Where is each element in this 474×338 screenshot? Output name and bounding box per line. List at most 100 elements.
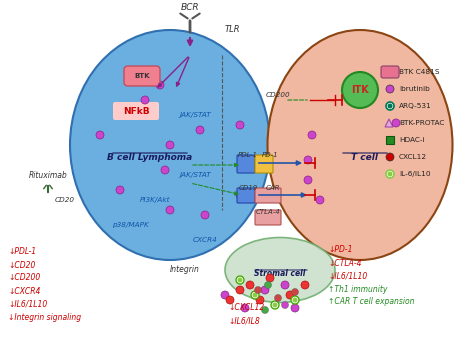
Circle shape	[304, 156, 312, 164]
Circle shape	[237, 277, 243, 283]
Circle shape	[166, 206, 174, 214]
Text: Integrin: Integrin	[170, 266, 200, 274]
FancyBboxPatch shape	[237, 155, 255, 173]
Circle shape	[246, 281, 254, 289]
Text: ↓CXCL12: ↓CXCL12	[228, 304, 264, 313]
Circle shape	[386, 153, 394, 161]
Circle shape	[161, 166, 169, 174]
Text: JAK/STAT: JAK/STAT	[179, 172, 211, 178]
Circle shape	[156, 81, 164, 89]
Circle shape	[236, 191, 244, 199]
FancyBboxPatch shape	[113, 102, 159, 120]
Ellipse shape	[70, 30, 270, 260]
Circle shape	[264, 282, 272, 289]
Circle shape	[255, 287, 262, 293]
Text: CTLA-4: CTLA-4	[255, 209, 281, 215]
Circle shape	[256, 296, 264, 304]
Circle shape	[261, 286, 269, 294]
FancyBboxPatch shape	[124, 66, 160, 86]
Text: Rituximab: Rituximab	[28, 170, 67, 179]
Text: CAR: CAR	[266, 185, 280, 191]
Text: CD200: CD200	[266, 92, 290, 98]
Circle shape	[236, 121, 244, 129]
Text: BCR: BCR	[181, 3, 199, 13]
Circle shape	[236, 286, 244, 294]
Text: TLR: TLR	[224, 25, 240, 34]
Text: ARQ-531: ARQ-531	[399, 103, 432, 109]
Text: HDAC-i: HDAC-i	[399, 137, 425, 143]
Text: PDL-1: PDL-1	[238, 152, 258, 158]
Text: ↓PD-1: ↓PD-1	[328, 245, 353, 255]
Circle shape	[273, 303, 277, 308]
Circle shape	[388, 171, 392, 176]
Circle shape	[201, 211, 209, 219]
FancyBboxPatch shape	[255, 210, 281, 225]
Text: ↓CXCR4: ↓CXCR4	[8, 287, 40, 295]
Circle shape	[316, 196, 324, 204]
FancyBboxPatch shape	[255, 188, 281, 203]
Text: ITK: ITK	[351, 85, 369, 95]
Circle shape	[221, 291, 229, 299]
Polygon shape	[385, 119, 393, 127]
Text: CXCR4: CXCR4	[192, 237, 218, 243]
Circle shape	[266, 274, 274, 282]
Circle shape	[281, 281, 289, 289]
Circle shape	[251, 291, 259, 299]
Circle shape	[141, 96, 149, 104]
Text: CD20: CD20	[55, 197, 75, 203]
FancyBboxPatch shape	[255, 155, 273, 173]
Circle shape	[386, 85, 394, 93]
Circle shape	[196, 126, 204, 134]
Text: ↓Integrin signaling: ↓Integrin signaling	[8, 313, 81, 321]
Circle shape	[386, 170, 394, 178]
Circle shape	[262, 307, 268, 314]
Text: BTK C481S: BTK C481S	[399, 69, 439, 75]
Text: CXCL12: CXCL12	[399, 154, 427, 160]
Text: JAK/STAT: JAK/STAT	[179, 112, 211, 118]
Text: p38/MAPK: p38/MAPK	[111, 222, 148, 228]
Circle shape	[166, 141, 174, 149]
Circle shape	[392, 119, 400, 127]
Text: NFkB: NFkB	[123, 106, 149, 116]
Circle shape	[226, 296, 234, 304]
Text: BTK: BTK	[134, 73, 150, 79]
Circle shape	[126, 71, 134, 79]
Circle shape	[301, 281, 309, 289]
Circle shape	[292, 297, 298, 303]
Circle shape	[388, 103, 392, 108]
Text: PD-1: PD-1	[262, 152, 278, 158]
Ellipse shape	[267, 30, 453, 260]
Text: ↓IL6/IL8: ↓IL6/IL8	[228, 316, 260, 325]
Circle shape	[304, 176, 312, 184]
Circle shape	[308, 131, 316, 139]
Circle shape	[96, 131, 104, 139]
FancyBboxPatch shape	[237, 188, 255, 203]
Circle shape	[236, 276, 244, 284]
Circle shape	[241, 304, 249, 312]
Circle shape	[253, 292, 257, 297]
Text: ↑CAR T cell expansion: ↑CAR T cell expansion	[328, 297, 414, 307]
Circle shape	[282, 301, 289, 309]
Text: ↓CD20: ↓CD20	[8, 261, 36, 269]
Circle shape	[342, 72, 378, 108]
Text: Ibrutinib: Ibrutinib	[399, 86, 430, 92]
Circle shape	[291, 296, 299, 304]
Circle shape	[271, 301, 279, 309]
Ellipse shape	[225, 238, 335, 303]
Circle shape	[291, 304, 299, 312]
Text: PI3K/Akt: PI3K/Akt	[140, 197, 170, 203]
Text: Stromal cell: Stromal cell	[255, 269, 306, 279]
Text: ↑Th1 immunity: ↑Th1 immunity	[328, 285, 387, 293]
Text: ↓CD200: ↓CD200	[8, 273, 40, 283]
FancyBboxPatch shape	[381, 66, 399, 78]
Circle shape	[286, 291, 294, 299]
Bar	[386, 136, 394, 144]
Circle shape	[274, 294, 282, 301]
Text: BTK-PROTAC: BTK-PROTAC	[399, 120, 444, 126]
Text: ↓PDL-1: ↓PDL-1	[8, 247, 36, 257]
Text: ↓IL6/1L10: ↓IL6/1L10	[328, 271, 367, 281]
Text: B cell Lymphoma: B cell Lymphoma	[108, 152, 192, 162]
Text: T cell: T cell	[352, 152, 379, 162]
Circle shape	[292, 289, 299, 295]
Text: ↓IL6/1L10: ↓IL6/1L10	[8, 299, 47, 309]
